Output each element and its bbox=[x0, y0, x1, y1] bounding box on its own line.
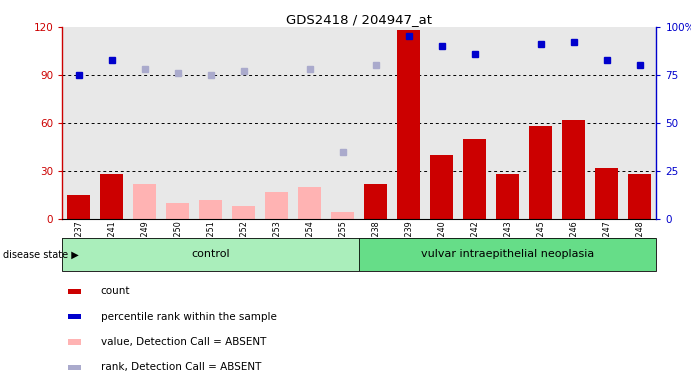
Bar bbox=[261, 27, 293, 219]
Bar bbox=[558, 27, 590, 219]
Bar bbox=[524, 27, 558, 219]
Text: value, Detection Call = ABSENT: value, Detection Call = ABSENT bbox=[101, 337, 266, 347]
Bar bbox=[194, 27, 227, 219]
Bar bbox=[359, 238, 656, 271]
Bar bbox=[392, 27, 426, 219]
Bar bbox=[326, 27, 359, 219]
Text: rank, Detection Call = ABSENT: rank, Detection Call = ABSENT bbox=[101, 362, 261, 372]
Bar bbox=[95, 27, 129, 219]
Bar bbox=[562, 120, 585, 219]
Bar bbox=[529, 126, 552, 219]
Text: disease state ▶: disease state ▶ bbox=[3, 249, 79, 260]
Bar bbox=[463, 139, 486, 219]
Text: count: count bbox=[101, 286, 131, 296]
Bar bbox=[133, 184, 156, 219]
Bar bbox=[68, 314, 82, 319]
Bar bbox=[161, 27, 194, 219]
Bar bbox=[62, 238, 359, 271]
Text: vulvar intraepithelial neoplasia: vulvar intraepithelial neoplasia bbox=[422, 249, 594, 260]
Bar bbox=[430, 155, 453, 219]
Bar bbox=[590, 27, 623, 219]
Bar bbox=[227, 27, 261, 219]
Bar bbox=[359, 27, 392, 219]
Bar bbox=[199, 200, 223, 219]
Bar bbox=[458, 27, 491, 219]
Bar bbox=[426, 27, 458, 219]
Bar bbox=[68, 339, 82, 344]
Text: control: control bbox=[191, 249, 230, 260]
Bar bbox=[67, 195, 91, 219]
Bar bbox=[623, 27, 656, 219]
Bar bbox=[496, 174, 520, 219]
Bar bbox=[265, 192, 288, 219]
Bar bbox=[628, 174, 652, 219]
Bar bbox=[129, 27, 161, 219]
Bar bbox=[68, 289, 82, 294]
Bar bbox=[293, 27, 326, 219]
Bar bbox=[62, 27, 95, 219]
Bar bbox=[100, 174, 123, 219]
Bar bbox=[397, 30, 420, 219]
Bar bbox=[68, 365, 82, 370]
Bar bbox=[596, 168, 618, 219]
Bar bbox=[364, 184, 388, 219]
Text: percentile rank within the sample: percentile rank within the sample bbox=[101, 311, 276, 321]
Bar bbox=[232, 206, 256, 219]
Bar bbox=[299, 187, 321, 219]
Bar bbox=[491, 27, 524, 219]
Title: GDS2418 / 204947_at: GDS2418 / 204947_at bbox=[286, 13, 433, 26]
Bar bbox=[331, 212, 354, 219]
Bar bbox=[166, 203, 189, 219]
